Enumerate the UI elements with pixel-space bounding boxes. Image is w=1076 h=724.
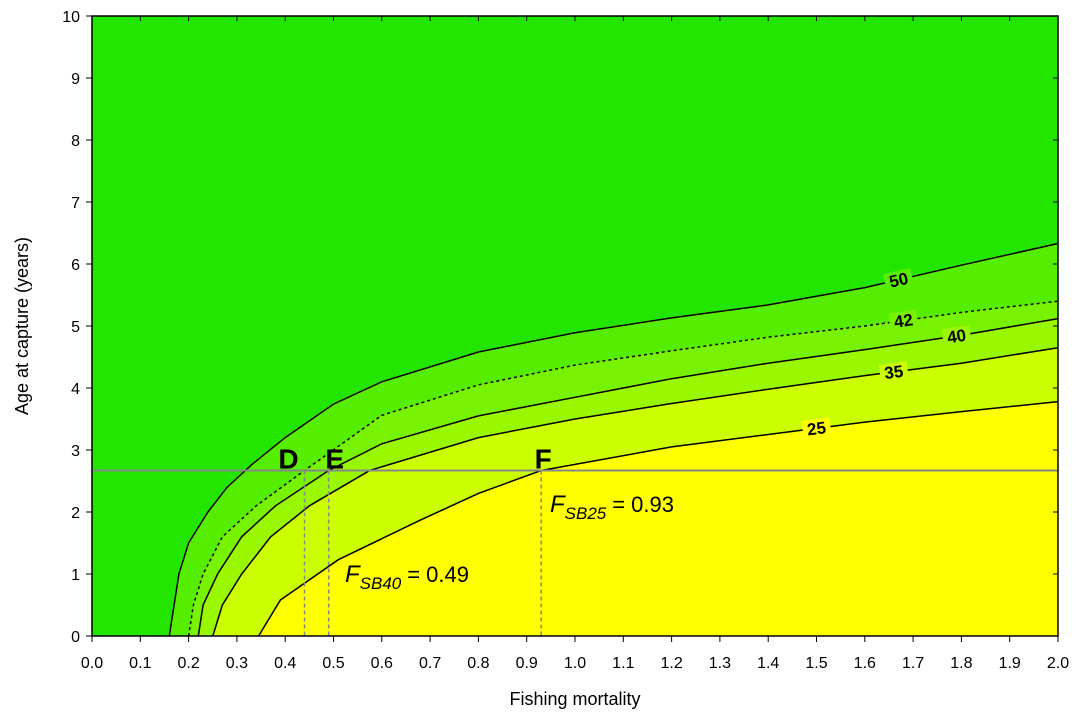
annotation-subscript: SB25 xyxy=(565,504,607,523)
annotation: FSB25 = 0.93 xyxy=(550,491,674,523)
x-tick-label: 0.6 xyxy=(371,655,393,672)
contour-line xyxy=(187,300,1059,637)
x-tick-label: 0.2 xyxy=(177,655,199,672)
contour-label-gap xyxy=(941,325,972,347)
y-axis-title: Age at capture (years) xyxy=(12,237,32,415)
annotation-subscript: SB40 xyxy=(360,574,402,593)
reference-label: F xyxy=(535,443,552,474)
x-tick-label: 0.0 xyxy=(81,655,103,672)
reference-label: E xyxy=(325,443,344,474)
y-tick-label: 10 xyxy=(62,9,80,26)
x-axis-title: Fishing mortality xyxy=(509,689,640,709)
y-tick-label: 5 xyxy=(71,319,80,336)
x-tick-label: 1.9 xyxy=(999,655,1021,672)
contour-label: 25 xyxy=(806,418,827,439)
contour-line xyxy=(197,317,1059,637)
contour-label-gap xyxy=(878,361,909,383)
annotation-symbol: F xyxy=(550,491,566,518)
contour-label: 35 xyxy=(883,362,904,383)
x-tick-label: 0.8 xyxy=(467,655,489,672)
annotation-value: 0.93 xyxy=(631,492,674,517)
x-tick-label: 1.0 xyxy=(564,655,586,672)
x-tick-label: 0.4 xyxy=(274,655,296,672)
x-tick-label: 1.2 xyxy=(660,655,682,672)
y-tick-label: 7 xyxy=(71,195,80,212)
y-tick-label: 2 xyxy=(71,505,80,522)
y-tick-label: 6 xyxy=(71,257,80,274)
x-tick-label: 1.8 xyxy=(950,655,972,672)
annotation-symbol: F xyxy=(345,561,361,588)
x-tick-label: 0.7 xyxy=(419,655,441,672)
annotation-sign: = xyxy=(612,492,625,517)
y-tick-label: 9 xyxy=(71,71,80,88)
x-tick-label: 1.4 xyxy=(757,655,779,672)
x-tick-label: 1.6 xyxy=(854,655,876,672)
x-tick-label: 0.3 xyxy=(226,655,248,672)
annotation-sign: = xyxy=(407,562,420,587)
annotation: FSB40 = 0.49 xyxy=(345,561,469,593)
contour-label: 40 xyxy=(946,326,967,348)
y-tick-label: 0 xyxy=(71,629,80,646)
contour-line xyxy=(168,242,1059,637)
reference-label: D xyxy=(278,443,298,474)
x-tick-label: 1.7 xyxy=(902,655,924,672)
x-tick-label: 1.5 xyxy=(805,655,827,672)
y-tick-label: 8 xyxy=(71,133,80,150)
contour-line xyxy=(212,346,1059,637)
x-tick-label: 1.1 xyxy=(612,655,634,672)
x-tick-label: 0.5 xyxy=(322,655,344,672)
contour-fill xyxy=(258,401,1058,636)
y-tick-label: 1 xyxy=(71,567,80,584)
contour-label: 50 xyxy=(887,269,910,292)
contour-label-gap xyxy=(882,267,915,292)
x-tick-label: 1.3 xyxy=(709,655,731,672)
x-tick-label: 0.1 xyxy=(129,655,151,672)
x-tick-label: 0.9 xyxy=(516,655,538,672)
contour-label: 42 xyxy=(893,310,914,331)
contour-label-gap xyxy=(888,309,919,332)
y-tick-label: 4 xyxy=(71,381,80,398)
y-tick-label: 3 xyxy=(71,443,80,460)
contour-label-gap xyxy=(801,417,832,440)
annotation-value: 0.49 xyxy=(426,562,469,587)
x-tick-label: 2.0 xyxy=(1047,655,1069,672)
